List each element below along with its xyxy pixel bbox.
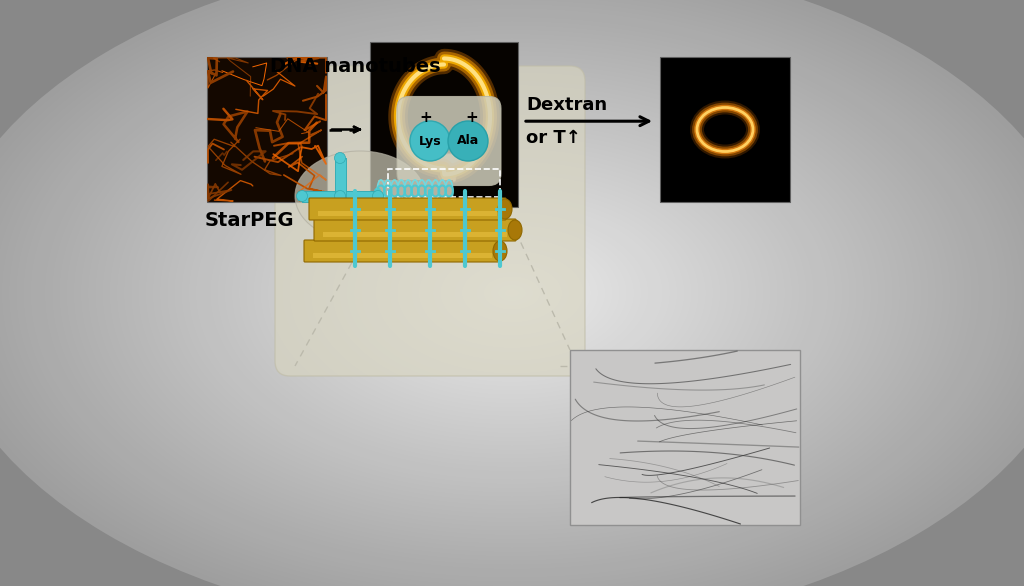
FancyBboxPatch shape	[314, 219, 516, 241]
FancyBboxPatch shape	[397, 97, 501, 186]
Bar	[323, 232, 507, 237]
Ellipse shape	[426, 242, 598, 344]
Circle shape	[297, 190, 307, 202]
Ellipse shape	[88, 42, 936, 544]
Ellipse shape	[310, 174, 714, 412]
Ellipse shape	[210, 114, 814, 472]
Ellipse shape	[476, 272, 548, 314]
Ellipse shape	[455, 259, 569, 327]
Ellipse shape	[188, 102, 836, 484]
Ellipse shape	[498, 199, 512, 219]
Ellipse shape	[490, 280, 534, 306]
Ellipse shape	[483, 276, 541, 310]
Bar	[570, 350, 800, 525]
Ellipse shape	[9, 0, 1015, 586]
Ellipse shape	[326, 182, 698, 404]
Ellipse shape	[59, 25, 965, 561]
Ellipse shape	[138, 72, 886, 514]
Ellipse shape	[110, 55, 914, 531]
Ellipse shape	[217, 119, 807, 467]
Ellipse shape	[317, 178, 707, 408]
Ellipse shape	[231, 127, 793, 459]
Ellipse shape	[447, 255, 577, 331]
Ellipse shape	[412, 233, 612, 353]
Ellipse shape	[181, 97, 843, 489]
Ellipse shape	[508, 220, 522, 240]
Bar	[318, 211, 497, 216]
Ellipse shape	[67, 29, 957, 557]
Ellipse shape	[246, 136, 778, 450]
Ellipse shape	[253, 140, 771, 446]
Ellipse shape	[354, 199, 670, 387]
Ellipse shape	[153, 80, 871, 506]
Ellipse shape	[167, 89, 857, 497]
Ellipse shape	[424, 154, 474, 172]
Ellipse shape	[174, 93, 850, 493]
Bar	[660, 57, 790, 202]
Ellipse shape	[224, 123, 800, 463]
Ellipse shape	[274, 153, 750, 433]
Ellipse shape	[333, 187, 691, 399]
Ellipse shape	[282, 157, 742, 429]
Ellipse shape	[469, 267, 555, 319]
Ellipse shape	[31, 8, 993, 578]
Ellipse shape	[404, 229, 620, 357]
Ellipse shape	[347, 195, 677, 391]
Circle shape	[335, 190, 345, 202]
Ellipse shape	[369, 208, 655, 378]
Ellipse shape	[260, 144, 764, 442]
Ellipse shape	[340, 191, 684, 395]
Bar	[302, 190, 378, 202]
Ellipse shape	[16, 0, 1008, 586]
Ellipse shape	[419, 238, 605, 348]
Bar	[207, 57, 327, 202]
Circle shape	[335, 229, 345, 240]
Ellipse shape	[361, 204, 663, 382]
Ellipse shape	[376, 212, 648, 374]
Ellipse shape	[462, 263, 562, 323]
Circle shape	[410, 121, 450, 161]
Text: Dextran: Dextran	[526, 96, 607, 114]
Bar	[302, 190, 378, 202]
Ellipse shape	[117, 59, 907, 527]
Text: +: +	[466, 110, 478, 124]
Ellipse shape	[295, 151, 425, 241]
Ellipse shape	[390, 221, 634, 365]
Bar	[313, 253, 492, 258]
Ellipse shape	[95, 46, 929, 540]
Ellipse shape	[440, 250, 584, 336]
Ellipse shape	[81, 38, 943, 548]
Text: or T↑: or T↑	[526, 129, 581, 146]
Ellipse shape	[303, 170, 721, 416]
Bar	[388, 169, 500, 197]
Ellipse shape	[74, 34, 950, 552]
Circle shape	[449, 121, 488, 161]
Ellipse shape	[145, 76, 879, 510]
Ellipse shape	[102, 51, 922, 535]
Polygon shape	[439, 161, 459, 181]
Text: StarPEG: StarPEG	[205, 212, 295, 230]
Bar	[335, 158, 345, 234]
Ellipse shape	[24, 4, 1000, 582]
Ellipse shape	[498, 284, 526, 302]
Ellipse shape	[267, 148, 757, 438]
Ellipse shape	[505, 289, 519, 297]
Ellipse shape	[160, 85, 864, 501]
Text: Ala: Ala	[457, 135, 479, 148]
Circle shape	[335, 152, 345, 163]
Ellipse shape	[433, 246, 591, 340]
Bar	[370, 42, 518, 207]
Ellipse shape	[289, 161, 735, 425]
Bar	[378, 180, 453, 202]
Bar	[335, 158, 345, 234]
Ellipse shape	[131, 68, 893, 518]
Ellipse shape	[196, 106, 828, 480]
FancyBboxPatch shape	[304, 240, 501, 262]
